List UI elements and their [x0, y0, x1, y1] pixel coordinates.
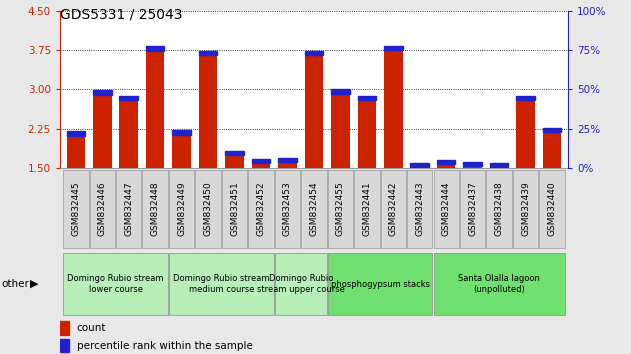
FancyBboxPatch shape — [274, 170, 300, 248]
Text: GSM832437: GSM832437 — [468, 182, 477, 236]
FancyBboxPatch shape — [327, 253, 432, 315]
FancyBboxPatch shape — [513, 170, 538, 248]
Bar — [172, 130, 191, 168]
Bar — [331, 89, 350, 93]
Bar — [305, 51, 323, 168]
Bar — [331, 89, 350, 168]
FancyBboxPatch shape — [63, 253, 168, 315]
Text: GDS5331 / 25043: GDS5331 / 25043 — [60, 7, 182, 21]
Text: GSM832447: GSM832447 — [124, 182, 133, 236]
Text: phosphogypsum stacks: phosphogypsum stacks — [331, 280, 430, 289]
Bar — [119, 96, 138, 168]
Text: percentile rank within the sample: percentile rank within the sample — [77, 341, 252, 350]
Bar — [278, 158, 297, 162]
Bar — [146, 46, 165, 168]
FancyBboxPatch shape — [143, 170, 168, 248]
Bar — [516, 96, 535, 100]
Bar — [516, 96, 535, 168]
FancyBboxPatch shape — [460, 170, 485, 248]
Text: GSM832441: GSM832441 — [362, 182, 371, 236]
Bar — [60, 339, 69, 352]
Text: other: other — [1, 279, 29, 289]
Bar — [437, 160, 456, 165]
Bar — [437, 160, 456, 168]
Bar — [60, 321, 69, 335]
FancyBboxPatch shape — [116, 170, 141, 248]
Text: GSM832449: GSM832449 — [177, 182, 186, 236]
Bar — [384, 46, 403, 50]
Bar — [199, 51, 217, 168]
Bar — [278, 158, 297, 168]
Text: GSM832440: GSM832440 — [548, 182, 557, 236]
FancyBboxPatch shape — [222, 170, 247, 248]
FancyBboxPatch shape — [433, 170, 459, 248]
Bar — [543, 128, 562, 132]
Bar — [490, 163, 509, 168]
Bar — [463, 162, 482, 166]
FancyBboxPatch shape — [540, 170, 565, 248]
FancyBboxPatch shape — [196, 170, 221, 248]
Text: GSM832451: GSM832451 — [230, 182, 239, 236]
Text: count: count — [77, 323, 106, 333]
Text: GSM832450: GSM832450 — [204, 182, 213, 236]
Text: GSM832442: GSM832442 — [389, 182, 398, 236]
Text: GSM832452: GSM832452 — [257, 182, 266, 236]
Bar — [66, 131, 85, 168]
FancyBboxPatch shape — [407, 170, 432, 248]
FancyBboxPatch shape — [90, 170, 115, 248]
FancyBboxPatch shape — [327, 170, 353, 248]
Text: GSM832444: GSM832444 — [442, 182, 451, 236]
Text: Domingo Rubio stream
lower course: Domingo Rubio stream lower course — [68, 274, 164, 294]
Text: Domingo Rubio stream
medium course: Domingo Rubio stream medium course — [173, 274, 269, 294]
Text: GSM832453: GSM832453 — [283, 182, 292, 236]
Bar — [199, 51, 217, 55]
FancyBboxPatch shape — [487, 170, 512, 248]
Bar — [463, 162, 482, 168]
Text: GSM832454: GSM832454 — [309, 182, 319, 236]
FancyBboxPatch shape — [380, 170, 406, 248]
FancyBboxPatch shape — [249, 170, 274, 248]
Text: GSM832438: GSM832438 — [495, 182, 504, 236]
Text: GSM832455: GSM832455 — [336, 182, 345, 236]
FancyBboxPatch shape — [433, 253, 565, 315]
Bar — [384, 46, 403, 168]
Text: Domingo Rubio
stream upper course: Domingo Rubio stream upper course — [257, 274, 345, 294]
Bar — [119, 96, 138, 100]
Text: GSM832443: GSM832443 — [415, 182, 424, 236]
Text: GSM832439: GSM832439 — [521, 182, 530, 236]
Bar — [93, 90, 112, 95]
Bar — [252, 159, 270, 168]
FancyBboxPatch shape — [169, 170, 194, 248]
Bar — [490, 163, 509, 167]
Bar — [252, 159, 270, 163]
Bar — [411, 163, 429, 167]
Bar — [411, 163, 429, 168]
FancyBboxPatch shape — [169, 253, 274, 315]
Text: GSM832448: GSM832448 — [151, 182, 160, 236]
FancyBboxPatch shape — [301, 170, 327, 248]
Bar — [93, 90, 112, 168]
Bar — [225, 151, 244, 168]
FancyBboxPatch shape — [274, 253, 327, 315]
Bar — [146, 46, 165, 51]
FancyBboxPatch shape — [63, 170, 88, 248]
Bar — [543, 128, 562, 168]
Text: GSM832446: GSM832446 — [98, 182, 107, 236]
Text: Santa Olalla lagoon
(unpolluted): Santa Olalla lagoon (unpolluted) — [458, 274, 540, 294]
FancyBboxPatch shape — [354, 170, 379, 248]
Bar — [305, 51, 323, 55]
Bar — [225, 151, 244, 155]
Text: ▶: ▶ — [30, 279, 38, 289]
Bar — [358, 96, 376, 100]
Bar — [66, 131, 85, 136]
Text: GSM832445: GSM832445 — [71, 182, 80, 236]
Bar — [358, 96, 376, 168]
Bar — [172, 130, 191, 135]
